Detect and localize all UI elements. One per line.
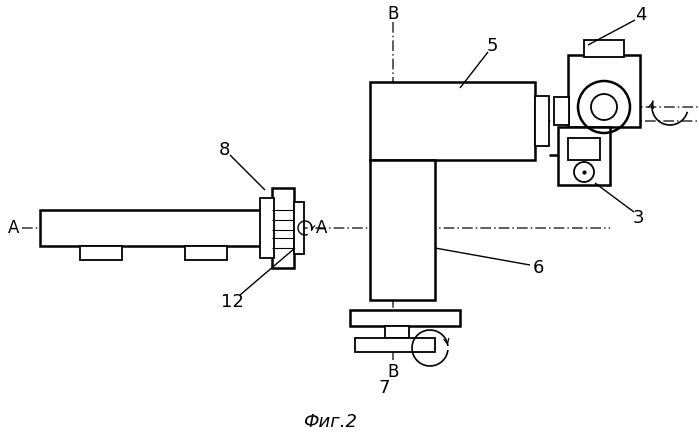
Bar bbox=[385, 326, 409, 338]
Text: A: A bbox=[8, 219, 20, 237]
Bar bbox=[558, 127, 610, 185]
Text: Фиг.2: Фиг.2 bbox=[303, 413, 357, 431]
Bar bbox=[80, 246, 122, 260]
Text: 8: 8 bbox=[218, 141, 230, 159]
Bar bbox=[350, 310, 460, 326]
Bar bbox=[554, 97, 569, 125]
Text: B: B bbox=[387, 5, 398, 23]
Bar bbox=[272, 188, 294, 268]
Bar bbox=[260, 198, 274, 258]
Text: B: B bbox=[387, 363, 398, 381]
Bar bbox=[568, 55, 640, 127]
Bar bbox=[40, 210, 288, 246]
Text: A: A bbox=[316, 219, 327, 237]
Bar bbox=[370, 82, 535, 160]
Text: 6: 6 bbox=[533, 259, 544, 277]
Bar bbox=[355, 338, 435, 352]
Text: 12: 12 bbox=[221, 293, 243, 311]
Bar bbox=[568, 138, 600, 160]
Bar bbox=[185, 246, 227, 260]
Bar bbox=[294, 202, 304, 254]
Text: 5: 5 bbox=[487, 37, 498, 55]
Text: 4: 4 bbox=[635, 6, 647, 24]
Bar bbox=[370, 160, 435, 300]
Bar bbox=[584, 40, 624, 57]
Bar bbox=[535, 96, 549, 146]
Text: 7: 7 bbox=[378, 379, 390, 397]
Text: 3: 3 bbox=[633, 209, 644, 227]
